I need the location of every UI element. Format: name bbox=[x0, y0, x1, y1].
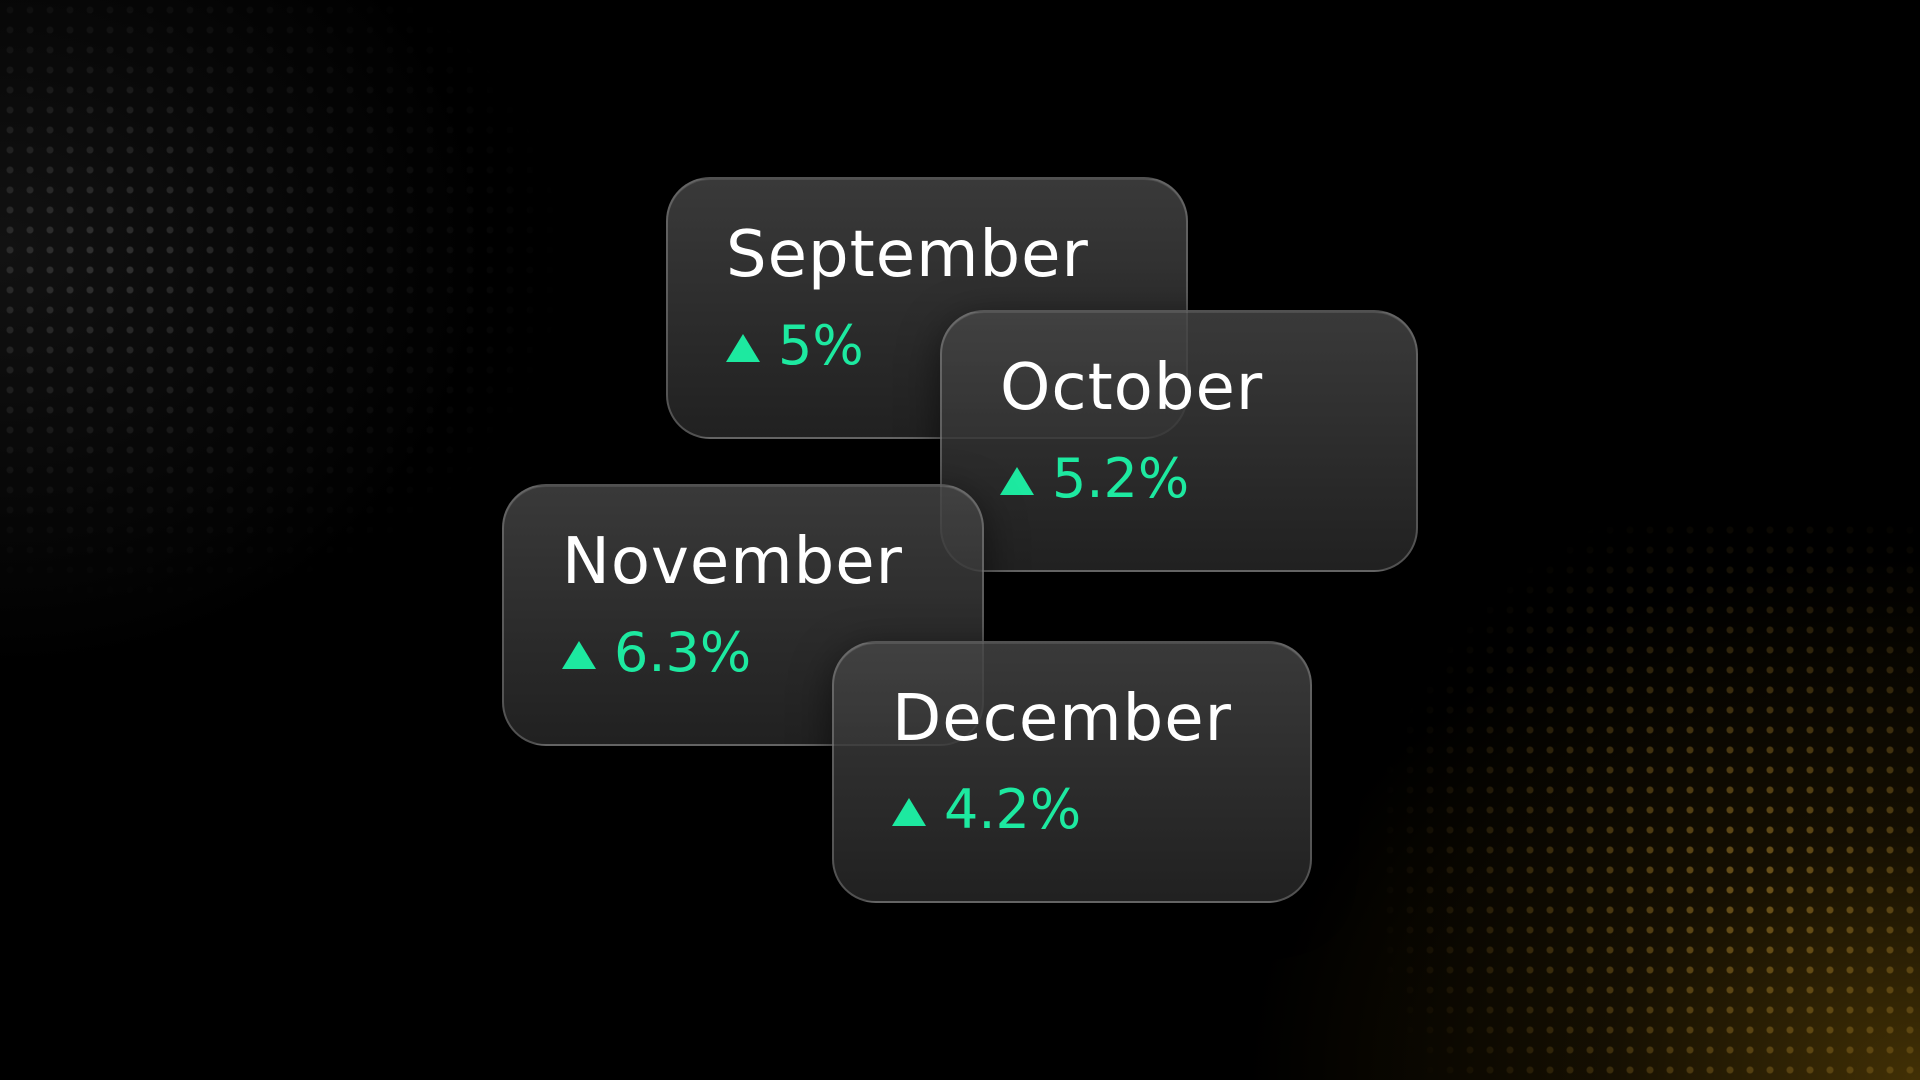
dot-grid-right bbox=[1340, 520, 1920, 1080]
card-month-label: September bbox=[726, 218, 1089, 292]
triangle-up-icon bbox=[892, 798, 926, 826]
card-november: November 6.3% bbox=[502, 484, 984, 746]
card-month-label: October bbox=[1000, 351, 1264, 425]
card-change-value: 4.2% bbox=[944, 778, 1082, 841]
card-december: December 4.2% bbox=[832, 641, 1312, 903]
triangle-up-icon bbox=[1000, 467, 1034, 495]
card-month-label: November bbox=[562, 525, 903, 599]
card-september: September 5% bbox=[666, 177, 1188, 439]
card-change-value: 5% bbox=[778, 314, 864, 377]
card-october: October 5.2% bbox=[940, 310, 1418, 572]
card-change: 6.3% bbox=[562, 626, 751, 680]
card-change-value: 5.2% bbox=[1052, 447, 1190, 510]
triangle-up-icon bbox=[726, 334, 760, 362]
card-month-label: December bbox=[892, 682, 1232, 756]
triangle-up-icon bbox=[562, 641, 596, 669]
card-change: 5.2% bbox=[1000, 452, 1189, 506]
card-change: 5% bbox=[726, 319, 864, 373]
card-change-value: 6.3% bbox=[614, 621, 752, 684]
card-change: 4.2% bbox=[892, 783, 1081, 837]
